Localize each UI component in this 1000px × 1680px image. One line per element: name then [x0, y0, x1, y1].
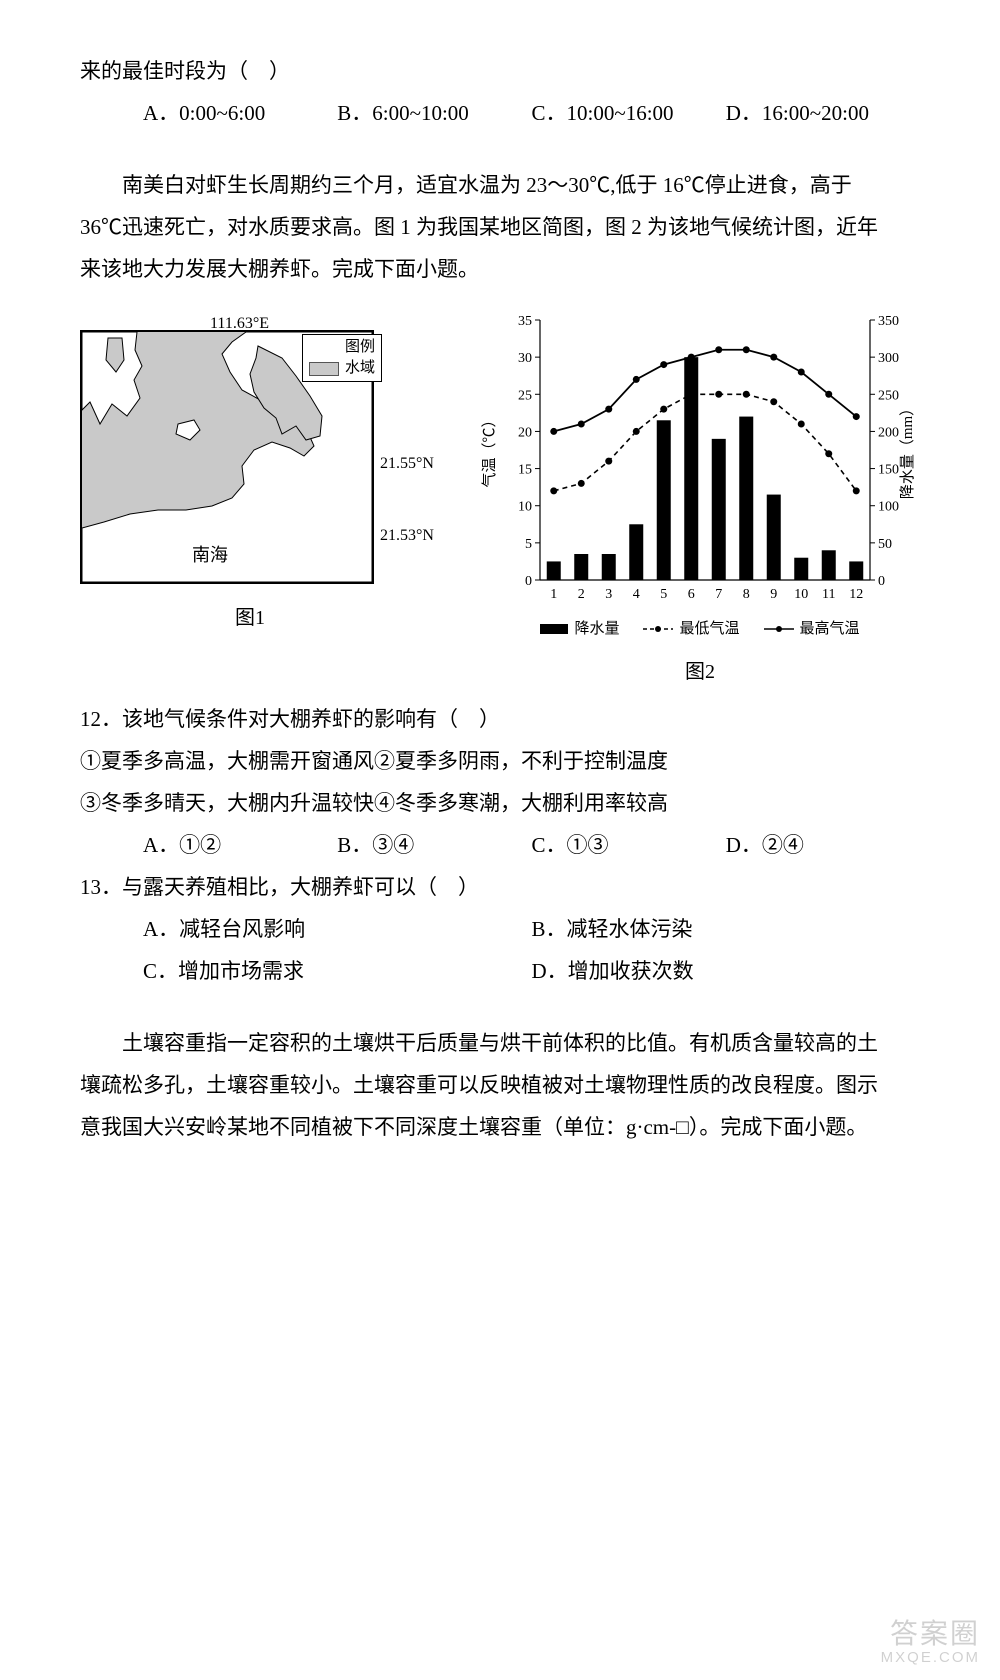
watermark: 答案圈 MXQE.COM	[881, 1619, 980, 1666]
svg-text:100: 100	[878, 500, 899, 515]
q13-options: A．减轻台风影响 B．减轻水体污染 C．增加市场需求 D．增加收获次数	[143, 908, 920, 992]
passage3-line1: 土壤容重指一定容积的土壤烘干后质量与烘干前体积的比值。有机质含量较高的土	[80, 1022, 920, 1064]
passage2-line2: 36℃迅速死亡，对水质要求高。图 1 为我国某地区简图，图 2 为该地气候统计图…	[80, 206, 920, 248]
svg-text:11: 11	[822, 587, 835, 602]
option-a: A．0:00~6:00	[143, 92, 337, 134]
figures-row: 111.63°E 图例 水域	[80, 310, 920, 692]
climate-chart: 0510152025303505010015020025030035012345…	[480, 310, 920, 610]
chart-legend: 降水量 最低气温 最高气温	[480, 614, 920, 644]
q12-line2: ③冬季多晴天，大棚内升温较快④冬季多寒潮，大棚利用率较高	[80, 782, 920, 824]
svg-text:8: 8	[743, 587, 750, 602]
map-legend-water-label: 水域	[345, 358, 375, 379]
svg-text:300: 300	[878, 351, 899, 366]
map-lat1-label: 21.55°N	[380, 448, 434, 480]
legend-low: 最低气温	[643, 614, 739, 644]
q13-option-a: A．减轻台风影响	[143, 908, 532, 950]
svg-text:15: 15	[518, 463, 532, 478]
legend-precip-label: 降水量	[574, 614, 619, 644]
q12-option-b: B．③④	[337, 824, 531, 866]
svg-text:0: 0	[878, 574, 885, 589]
map-legend-swatch	[309, 362, 339, 376]
svg-text:5: 5	[525, 537, 532, 552]
prev-question-options: A．0:00~6:00 B．6:00~10:00 C．10:00~16:00 D…	[143, 92, 920, 134]
q12-stem: 12．该地气候条件对大棚养虾的影响有（ ）	[80, 698, 920, 740]
figure-1: 111.63°E 图例 水域	[80, 310, 420, 638]
legend-high: 最高气温	[764, 614, 860, 644]
q12-option-c: C．①③	[532, 824, 726, 866]
legend-low-icon	[643, 624, 673, 634]
watermark-line2: MXQE.COM	[881, 1650, 980, 1667]
passage3-line3: 意我国大兴安岭某地不同植被下不同深度土壤容重（单位：g·cm-□）。完成下面小题…	[80, 1106, 920, 1148]
svg-text:1: 1	[550, 587, 557, 602]
legend-low-label: 最低气温	[679, 614, 739, 644]
svg-text:7: 7	[715, 587, 722, 602]
passage2-line1: 南美白对虾生长周期约三个月，适宜水温为 23～30℃,低于 16℃停止进食，高于	[80, 164, 920, 206]
legend-bar-icon	[540, 624, 568, 634]
svg-text:25: 25	[518, 388, 532, 403]
svg-text:250: 250	[878, 388, 899, 403]
svg-text:150: 150	[878, 463, 899, 478]
svg-text:4: 4	[633, 587, 640, 602]
svg-text:6: 6	[688, 587, 695, 602]
option-d: D．16:00~20:00	[726, 92, 920, 134]
legend-high-icon	[764, 624, 794, 634]
legend-precip: 降水量	[540, 614, 619, 644]
svg-text:9: 9	[770, 587, 777, 602]
figure-1-caption: 图1	[235, 598, 265, 638]
svg-text:2: 2	[578, 587, 585, 602]
svg-text:50: 50	[878, 537, 892, 552]
map-legend-title: 图例	[309, 337, 375, 358]
q12-line1: ①夏季多高温，大棚需开窗通风②夏季多阴雨，不利于控制温度	[80, 740, 920, 782]
svg-text:20: 20	[518, 425, 532, 440]
svg-text:0: 0	[525, 574, 532, 589]
svg-text:气温（℃）: 气温（℃）	[481, 412, 498, 487]
q13-stem: 13．与露天养殖相比，大棚养虾可以（ ）	[80, 866, 920, 908]
svg-text:10: 10	[794, 587, 808, 602]
figure-2-caption: 图2	[685, 652, 715, 692]
svg-text:5: 5	[660, 587, 667, 602]
passage2-line3: 来该地大力发展大棚养虾。完成下面小题。	[80, 248, 920, 290]
q13-option-b: B．减轻水体污染	[532, 908, 921, 950]
svg-text:10: 10	[518, 500, 532, 515]
svg-text:30: 30	[518, 351, 532, 366]
q12-option-a: A．①②	[143, 824, 337, 866]
svg-text:3: 3	[605, 587, 612, 602]
continuation-line: 来的最佳时段为（ ）	[80, 50, 920, 92]
passage3-line2: 壤疏松多孔，土壤容重较小。土壤容重可以反映植被对土壤物理性质的改良程度。图示	[80, 1064, 920, 1106]
option-b: B．6:00~10:00	[337, 92, 531, 134]
svg-text:200: 200	[878, 425, 899, 440]
svg-text:35: 35	[518, 314, 532, 329]
q12-option-d: D．②④	[726, 824, 920, 866]
map-sea-label: 南海	[192, 537, 228, 573]
q13-option-d: D．增加收获次数	[532, 950, 921, 992]
svg-text:350: 350	[878, 314, 899, 329]
legend-high-label: 最高气温	[800, 614, 860, 644]
map-legend: 图例 水域	[302, 334, 382, 382]
watermark-line1: 答案圈	[881, 1619, 980, 1650]
svg-text:降水量（mm）: 降水量（mm）	[899, 401, 916, 499]
q12-options: A．①② B．③④ C．①③ D．②④	[143, 824, 920, 866]
option-c: C．10:00~16:00	[532, 92, 726, 134]
map-lat2-label: 21.53°N	[380, 520, 434, 552]
q13-option-c: C．增加市场需求	[143, 950, 532, 992]
figure-2: 0510152025303505010015020025030035012345…	[480, 310, 920, 692]
svg-text:12: 12	[849, 587, 863, 602]
